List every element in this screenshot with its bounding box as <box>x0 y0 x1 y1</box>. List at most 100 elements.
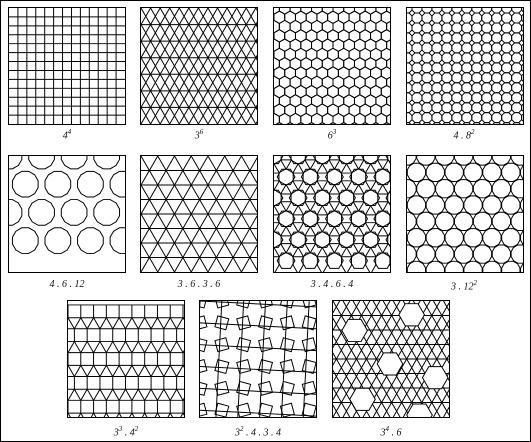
triangle-edge <box>118 365 126 377</box>
triangle-edge <box>86 389 94 401</box>
triangle-edge <box>169 365 178 377</box>
square <box>200 315 208 330</box>
square <box>200 358 208 373</box>
outer-ring <box>365 243 390 272</box>
dodecagon <box>425 260 445 272</box>
octagon <box>521 103 523 112</box>
octagon <box>451 102 463 114</box>
triangle-edge <box>169 341 178 353</box>
octagon <box>471 42 483 54</box>
octagon <box>521 23 523 33</box>
octagon <box>462 122 471 124</box>
octagon <box>491 72 503 84</box>
triangle-edge <box>105 365 114 377</box>
triangle-edge <box>80 412 84 417</box>
triangle-edge <box>144 317 152 330</box>
diagonal-line <box>141 8 171 59</box>
octagon <box>511 52 523 64</box>
diagonal-line <box>241 244 257 272</box>
triangular-tiling-drawing <box>141 8 257 124</box>
hexagon <box>311 8 323 15</box>
hexagon <box>276 252 296 269</box>
dodecagon <box>416 179 436 199</box>
octagon <box>441 22 453 34</box>
octagon <box>431 62 443 74</box>
triangle-edge <box>163 389 171 401</box>
diagonal-line <box>207 38 257 124</box>
truncated-square-tiling-drawing <box>407 8 523 124</box>
dodecagon <box>11 170 39 198</box>
square <box>214 358 230 375</box>
triangle-edge <box>157 365 165 377</box>
octagon <box>411 72 423 84</box>
hexagon <box>288 231 308 248</box>
octagon <box>407 42 413 54</box>
square <box>214 402 230 417</box>
triangle-edge <box>112 317 120 330</box>
octagon <box>511 8 523 14</box>
diagonal-line <box>141 8 190 92</box>
hexagon <box>312 189 332 207</box>
octagon <box>431 22 443 34</box>
square <box>236 358 252 375</box>
diagonal-line <box>402 336 449 417</box>
dodecagon <box>463 162 483 182</box>
triangle-edge <box>93 389 101 401</box>
triangle-edge <box>73 341 82 353</box>
octagon <box>407 22 413 34</box>
hexagon <box>398 303 425 327</box>
octagon <box>431 8 443 14</box>
octagon <box>432 122 442 124</box>
octagon <box>471 62 483 74</box>
tile-triangular <box>140 7 258 125</box>
triangle-edge <box>182 317 184 321</box>
diagonal-line <box>333 301 381 384</box>
hexagon <box>376 352 404 376</box>
dodecagon <box>407 162 427 182</box>
octagon <box>461 42 473 54</box>
octagon <box>492 122 501 124</box>
triangle-edge <box>125 341 133 353</box>
tile-hexagonal <box>273 7 391 125</box>
label-trihexagonal: 3 . 6 . 3 . 6 <box>177 279 221 290</box>
triangle-edge <box>157 317 165 330</box>
dodecagon <box>463 195 483 215</box>
octagon <box>491 22 503 34</box>
triangle-edge <box>118 341 126 353</box>
hexagon <box>278 112 291 124</box>
triangle-edge <box>77 412 82 417</box>
outer-ring <box>377 180 390 216</box>
octagon <box>511 112 523 124</box>
square <box>214 315 230 331</box>
dodecagon <box>416 156 436 166</box>
hexagon <box>343 112 355 124</box>
octagon <box>431 82 443 94</box>
octagon <box>411 52 423 64</box>
dodecagon <box>444 195 464 215</box>
triangle-edge <box>68 317 75 330</box>
octagon <box>511 62 523 74</box>
triangle-edge <box>182 412 184 416</box>
dodecagon <box>520 263 523 272</box>
octagon <box>491 62 503 74</box>
label-snub-square: 32 . 4 . 3 . 4 <box>235 425 281 439</box>
octagon <box>441 62 453 74</box>
tile-trihexagonal <box>140 155 258 273</box>
dodecagon <box>407 244 417 264</box>
dodecagon <box>482 260 502 272</box>
octagon <box>431 112 443 124</box>
octagon <box>471 12 483 24</box>
diagonal-line <box>333 369 361 417</box>
square <box>236 315 252 331</box>
octagon <box>407 122 412 124</box>
triangle-edge <box>68 341 75 353</box>
dodecagon <box>109 227 125 254</box>
hexagon <box>332 112 345 124</box>
hexagon <box>373 168 390 186</box>
dodecagon <box>444 162 464 182</box>
triangle-edge <box>129 412 133 417</box>
dodecagon <box>454 179 474 199</box>
dodecagon <box>482 162 502 182</box>
octagon <box>481 82 493 94</box>
triangle-edge <box>302 301 310 417</box>
